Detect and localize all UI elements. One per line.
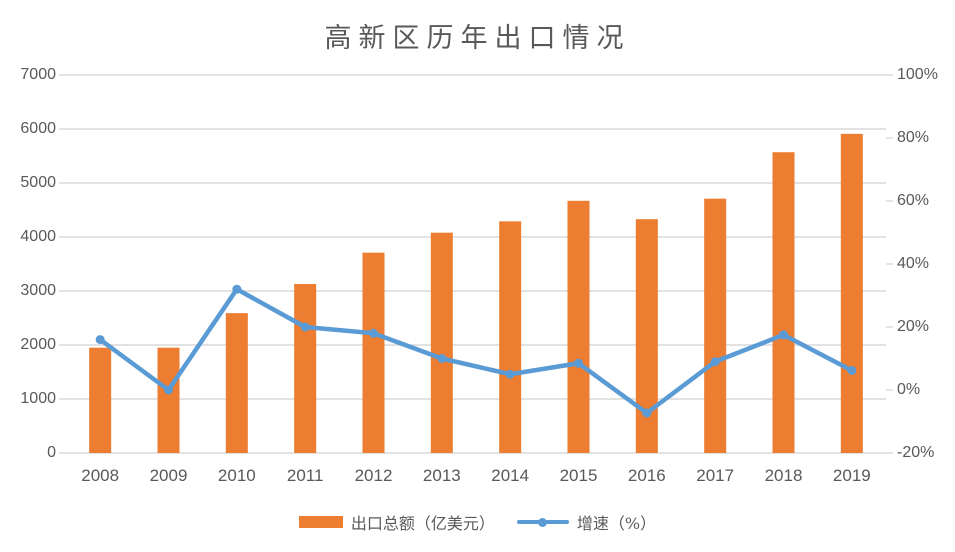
y-axis-left-label: 2000 <box>20 336 56 353</box>
x-axis-label-2016: 2016 <box>627 466 666 485</box>
growth-point-2016[interactable] <box>642 408 652 418</box>
y-axis-right-label: 80% <box>897 129 930 146</box>
growth-point-2018[interactable] <box>779 330 788 340</box>
line-swatch-marker-icon <box>538 517 548 527</box>
bar-2013[interactable] <box>430 232 453 453</box>
bar-2015[interactable] <box>567 200 590 453</box>
x-axis-label-2013: 2013 <box>422 466 461 485</box>
bar-2018[interactable] <box>772 152 795 453</box>
bar-2009[interactable] <box>157 347 180 453</box>
growth-point-2013[interactable] <box>437 354 447 363</box>
x-axis-label-2018: 2018 <box>764 466 803 485</box>
y-axis-left-label: 7000 <box>20 66 56 83</box>
bar-2017[interactable] <box>704 198 727 453</box>
chart-title: 高新区历年出口情况 <box>324 23 631 54</box>
x-axis-label-2010: 2010 <box>217 466 256 485</box>
growth-point-2012[interactable] <box>369 328 378 338</box>
growth-point-2008[interactable] <box>95 335 105 345</box>
y-axis-left-label: 1000 <box>20 390 56 407</box>
y-axis-right-label: 20% <box>897 318 930 335</box>
y-axis-left-label: 4000 <box>20 228 56 245</box>
bar-2008[interactable] <box>89 347 112 453</box>
bar-2019[interactable] <box>840 133 863 454</box>
bar-2014[interactable] <box>499 221 522 453</box>
y-axis-left-label: 3000 <box>20 282 56 299</box>
y-axis-left-label: 0 <box>47 444 56 461</box>
legend-label-growth-rate: 增速（%） <box>576 514 657 533</box>
growth-point-2019[interactable] <box>847 365 857 375</box>
y-axis-left-label: 6000 <box>20 120 56 137</box>
legend-item-growth-rate[interactable]: 增速（%） <box>516 510 657 534</box>
growth-rate-line[interactable] <box>97 286 855 416</box>
bar-2012[interactable] <box>362 252 385 453</box>
legend: 出口总额（亿美元） 增速（%） <box>0 510 955 534</box>
x-axis-label-2008: 2008 <box>81 466 120 485</box>
line-series-swatch <box>516 517 569 527</box>
y-axis-right-label: 40% <box>897 255 930 272</box>
x-axis-label-2009: 2009 <box>149 466 188 485</box>
growth-point-2009[interactable] <box>164 385 173 395</box>
y-axis-right-label: -20% <box>897 444 935 461</box>
legend-label-export-total: 出口总额（亿美元） <box>350 514 495 533</box>
growth-point-2017[interactable] <box>710 357 720 367</box>
x-axis-label-2014: 2014 <box>491 466 530 485</box>
bar-series-swatch <box>298 516 343 528</box>
x-axis-label-2012: 2012 <box>354 466 393 485</box>
x-axis-label-2019: 2019 <box>832 466 871 485</box>
y-axis-left-label: 5000 <box>20 174 56 191</box>
x-axis-label-2011: 2011 <box>286 466 324 485</box>
legend-item-export-total[interactable]: 出口总额（亿美元） <box>298 510 495 534</box>
growth-point-2010[interactable] <box>232 284 242 294</box>
y-axis-right-label: 60% <box>897 192 930 209</box>
x-axis-label-2015: 2015 <box>559 466 598 485</box>
growth-point-2011[interactable] <box>300 322 310 332</box>
growth-point-2014[interactable] <box>505 369 515 379</box>
growth-point-2015[interactable] <box>574 358 583 368</box>
bar-2010[interactable] <box>225 313 248 453</box>
y-axis-right-label: 0% <box>897 381 921 398</box>
y-axis-right-label: 100% <box>897 66 938 83</box>
bar-2011[interactable] <box>294 283 317 453</box>
x-axis-label-2017: 2017 <box>696 466 735 485</box>
bar-2016[interactable] <box>635 219 658 453</box>
